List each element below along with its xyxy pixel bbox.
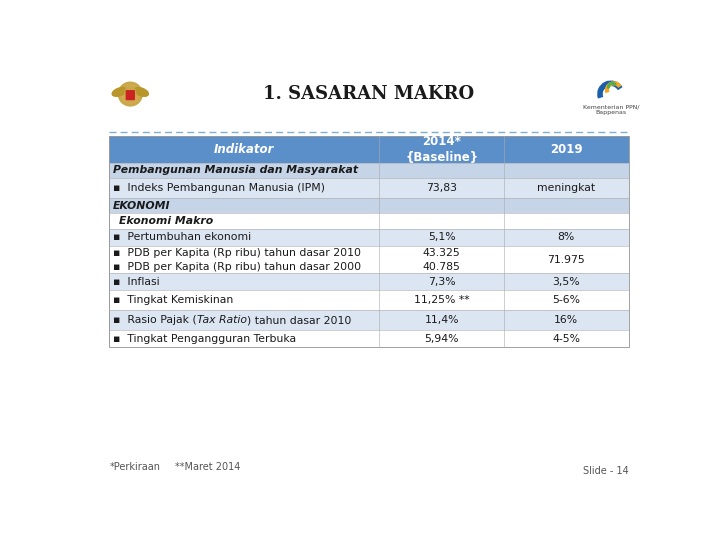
Text: meningkat: meningkat [537,183,595,193]
Text: ▪  PDB per Kapita (Rp ribu) tahun dasar 2010: ▪ PDB per Kapita (Rp ribu) tahun dasar 2… [113,248,361,258]
Bar [379,213,504,229]
Bar [504,178,629,198]
Bar [504,229,629,246]
Text: ) tahun dasar 2010: ) tahun dasar 2010 [247,315,351,326]
Text: ▪  Tingkat Kemiskinan: ▪ Tingkat Kemiskinan [113,295,233,306]
Bar [379,137,504,163]
Text: 7,3%: 7,3% [428,277,456,287]
Ellipse shape [125,86,136,102]
Text: Tax Ratio: Tax Ratio [197,315,247,326]
Text: 16%: 16% [554,315,578,326]
Text: 2019: 2019 [550,143,582,156]
Text: **Maret 2014: **Maret 2014 [175,462,240,472]
Text: 5,94%: 5,94% [425,334,459,344]
Ellipse shape [112,87,127,96]
Text: Ekonomi Makro: Ekonomi Makro [119,216,213,226]
Text: ▪  Pertumbuhan ekonomi: ▪ Pertumbuhan ekonomi [113,232,251,242]
Circle shape [121,85,140,103]
Bar [109,178,379,198]
Bar [504,163,629,178]
Bar [504,310,629,330]
Bar [379,163,504,178]
Bar [109,330,379,347]
Text: 2014*
{Baseline}: 2014* {Baseline} [405,135,478,164]
Bar [109,291,379,310]
Text: 40.785: 40.785 [423,261,461,272]
Bar [109,310,379,330]
Text: Slide - 14: Slide - 14 [583,467,629,476]
Text: ▪  PDB per Kapita (Rp ribu) tahun dasar 2000: ▪ PDB per Kapita (Rp ribu) tahun dasar 2… [113,261,361,272]
Bar [504,273,629,291]
Text: 8%: 8% [558,232,575,242]
Text: *Perkiraan: *Perkiraan [109,462,161,472]
Bar [379,198,504,213]
Text: ▪  Inflasi: ▪ Inflasi [113,277,160,287]
Text: ▪  Rasio Pajak (: ▪ Rasio Pajak ( [113,315,197,326]
Bar [109,137,379,163]
Bar [109,273,379,291]
Bar [109,213,379,229]
Bar [504,330,629,347]
Bar [504,291,629,310]
Text: ▪  Indeks Pembangunan Manusia (IPM): ▪ Indeks Pembangunan Manusia (IPM) [113,183,325,193]
Text: Kementerian PPN/
Bappenas: Kementerian PPN/ Bappenas [582,104,639,115]
Text: 4-5%: 4-5% [552,334,580,344]
Text: 5,1%: 5,1% [428,232,456,242]
Text: 1. SASARAN MAKRO: 1. SASARAN MAKRO [264,85,474,103]
Bar [109,246,379,273]
Bar [109,229,379,246]
Bar [379,330,504,347]
Bar [504,213,629,229]
Text: 73,83: 73,83 [426,183,457,193]
Bar [109,163,379,178]
Text: 11,4%: 11,4% [425,315,459,326]
Bar [379,229,504,246]
Ellipse shape [134,87,148,96]
Bar [504,246,629,273]
Bar [109,198,379,213]
Bar [379,310,504,330]
Circle shape [118,82,143,106]
Text: 71.975: 71.975 [547,255,585,265]
Text: Indikator: Indikator [214,143,274,156]
Bar [504,198,629,213]
Text: 5-6%: 5-6% [552,295,580,306]
Text: ▪  Tingkat Pengangguran Terbuka: ▪ Tingkat Pengangguran Terbuka [113,334,297,344]
Text: Pembangunan Manusia dan Masyarakat: Pembangunan Manusia dan Masyarakat [113,165,359,176]
Bar [379,246,504,273]
Bar [504,137,629,163]
Text: 11,25% **: 11,25% ** [414,295,469,306]
Bar [379,178,504,198]
Bar [379,273,504,291]
Text: EKONOMI: EKONOMI [113,201,171,211]
Text: 43.325: 43.325 [423,248,461,258]
FancyBboxPatch shape [126,91,134,99]
Bar [109,137,629,347]
Bar [379,291,504,310]
Text: 3,5%: 3,5% [552,277,580,287]
